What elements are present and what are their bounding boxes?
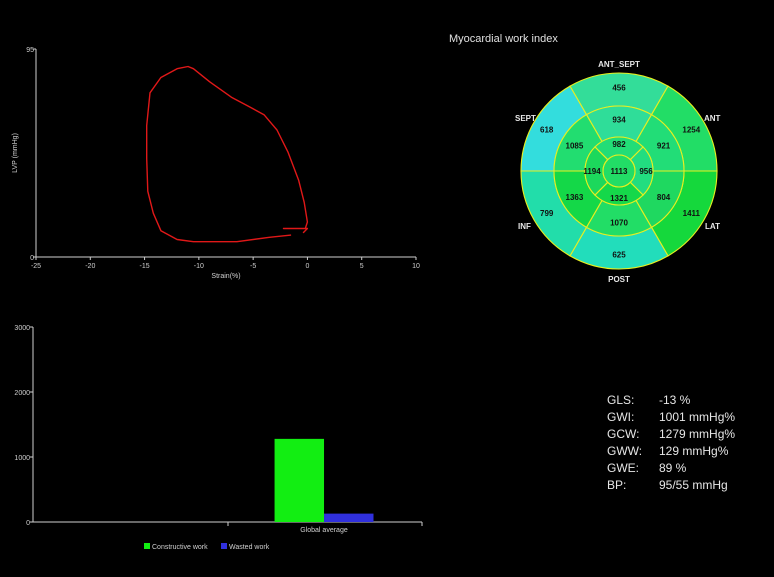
x-tick-label: 5: [360, 263, 364, 270]
x-tick-label: -10: [194, 263, 204, 270]
y-ticks: 0 95: [26, 47, 36, 262]
outer-value-4: 799: [540, 209, 554, 218]
metric-label: BP:: [607, 478, 627, 492]
pressure-strain-loop-chart: -25 -20 -15 -10 -5 0 5 10 0 95 Strain(%) LVP (mm…: [12, 47, 420, 280]
label-ant-sept: ANT_SEPT: [598, 60, 640, 69]
mid-value-2: 804: [657, 193, 671, 202]
outer-value-2: 1411: [683, 209, 701, 218]
metric-value: 1279 mmHg%: [659, 427, 736, 441]
metric-row-gls: GLS: -13 %: [607, 392, 735, 409]
legend: Constructive work Wasted work: [144, 543, 270, 551]
bullseye-segments: [520, 72, 718, 270]
y-tick-label: 0: [26, 520, 30, 527]
label-ant: ANT: [704, 114, 721, 123]
inner-value-0: 982: [612, 140, 626, 149]
metric-row-gcw: GCW: 1279 mmHg%: [607, 426, 735, 443]
label-post: POST: [608, 275, 630, 284]
x-ticks: -25 -20 -15 -10 -5 0 5 10: [31, 257, 420, 270]
x-tick-label: -25: [31, 263, 41, 270]
inner-value-2: 1321: [610, 194, 628, 203]
metric-value: 129 mmHg%: [659, 444, 729, 458]
label-inf: INF: [518, 222, 531, 231]
mid-value-5: 1085: [566, 141, 584, 150]
label-lat: LAT: [705, 222, 720, 231]
category-label: Global average: [300, 527, 348, 534]
bullseye-title: Myocardial work index: [449, 33, 558, 45]
loop-series: [145, 65, 309, 243]
apex-segment: [602, 154, 636, 188]
x-tick-label: -20: [85, 263, 95, 270]
y-tick-label: 0: [30, 255, 34, 262]
x-tick-label: -15: [140, 263, 150, 270]
outer-value-0: 456: [612, 84, 626, 93]
y-tick-label: 3000: [14, 325, 30, 332]
outer-value-3: 625: [612, 251, 626, 260]
metric-label: GCW:: [607, 427, 640, 441]
bars: [274, 438, 374, 522]
apex-value: 1113: [611, 167, 628, 176]
metric-label: GWI:: [607, 410, 635, 424]
inner-value-1: 956: [639, 167, 653, 176]
bar-0: [274, 438, 325, 522]
x-axis-label: Strain(%): [211, 273, 240, 280]
myocardial-work-bullseye: Myocardial work index 456 1254 1411 625 799 6…: [449, 33, 721, 284]
x-tick-label: 0: [305, 263, 309, 270]
y-tick-label: 1000: [14, 455, 30, 462]
x-tick-label: -5: [250, 263, 256, 270]
x-tick-label: 10: [412, 263, 420, 270]
metric-row-bp: BP: 95/55 mmHg: [607, 477, 735, 494]
mid-value-4: 1363: [566, 193, 584, 202]
y-axis-label: LVP (mmHg): [12, 133, 19, 173]
legend-label-constructive: Constructive work: [152, 544, 208, 551]
mid-value-0: 934: [612, 116, 626, 125]
metric-value: -13 %: [659, 393, 691, 407]
metric-row-gww: GWW: 129 mmHg%: [607, 443, 735, 460]
metric-value: 95/55 mmHg: [659, 478, 728, 492]
mid-value-1: 921: [657, 141, 671, 150]
metric-row-gwe: GWE: 89 %: [607, 460, 735, 477]
loop-line: [145, 65, 309, 243]
metric-label: GWW:: [607, 444, 643, 458]
metric-label: GWE:: [607, 461, 639, 475]
metric-row-gwi: GWI: 1001 mmHg%: [607, 409, 735, 426]
inner-value-3: 1194: [583, 167, 601, 176]
bullseye-values: 456 1254 1411 625 799 618 934 921 804 1070 1363 108…: [540, 84, 701, 260]
mid-value-3: 1070: [610, 219, 628, 228]
metric-value: 1001 mmHg%: [659, 410, 736, 424]
work-bar-chart: 0 1000 2000 3000 Global average Constructiv…: [14, 325, 423, 551]
legend-swatch-wasted: [221, 543, 227, 549]
y-tick-label: 95: [26, 47, 34, 54]
y-tick-label: 2000: [14, 390, 30, 397]
legend-swatch-constructive: [144, 543, 150, 549]
y-ticks: 0 1000 2000 3000: [14, 325, 33, 527]
label-sept: SEPT: [515, 114, 536, 123]
outer-value-1: 1254: [682, 125, 700, 134]
outer-value-5: 618: [540, 125, 554, 134]
global-metrics-panel: GLS: -13 % GWI: 1001 mmHg% GCW: 1279 mmHg% …: [607, 392, 735, 494]
bar-1: [324, 513, 374, 522]
metric-value: 89 %: [659, 461, 687, 475]
legend-label-wasted: Wasted work: [229, 544, 270, 551]
metric-label: GLS:: [607, 393, 635, 407]
